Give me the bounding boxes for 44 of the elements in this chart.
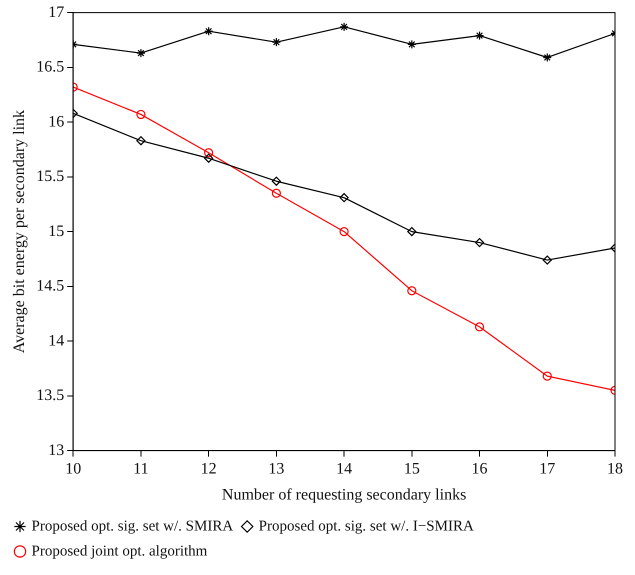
y-tick-label: 13	[48, 442, 64, 459]
point	[340, 193, 349, 202]
legend-label: Proposed opt. sig. set w/. I−SMIRA	[258, 518, 474, 534]
point	[407, 227, 416, 236]
point	[542, 255, 552, 265]
y-axis-title: Average bit energy per secondary link	[10, 110, 28, 354]
point	[204, 148, 214, 158]
y-tick-label: 16	[48, 113, 64, 130]
point	[272, 38, 281, 47]
x-tick-label: 14	[336, 460, 352, 478]
point	[136, 48, 146, 58]
x-tick-label: 17	[539, 460, 556, 478]
point	[407, 286, 416, 296]
point	[340, 22, 349, 32]
x-axis-title: Number of requesting secondary links	[222, 486, 466, 504]
y-tick-label: 17	[48, 4, 64, 21]
x-tick-label: 12	[200, 460, 217, 478]
x-tick-label: 18	[607, 460, 623, 478]
y-tick-label: 16.5	[36, 58, 64, 76]
legend-label: Proposed joint opt. algorithm	[32, 543, 208, 560]
y-tick-label: 14	[48, 332, 64, 350]
point	[542, 372, 552, 381]
x-tick-label: 16	[472, 460, 488, 478]
point	[204, 154, 214, 163]
x-tick-label: 11	[133, 460, 149, 478]
point	[474, 322, 484, 332]
x-tick-label: 15	[404, 460, 420, 478]
y-tick-label: 15	[48, 222, 64, 240]
point	[340, 227, 349, 236]
point	[136, 110, 146, 120]
x-tick-label: 13	[268, 460, 284, 478]
point	[204, 26, 214, 36]
y-tick-label: 15.5	[36, 168, 64, 186]
point	[542, 52, 552, 62]
y-tick-label: 14.5	[36, 278, 64, 295]
point	[136, 136, 146, 146]
x-tick-label: 10	[65, 460, 82, 478]
point	[272, 176, 281, 186]
point	[474, 238, 484, 248]
point	[407, 40, 416, 49]
point	[474, 30, 484, 40]
y-tick-label: 13.5	[36, 387, 64, 404]
legend-label: Proposed opt. sig. set w/. SMIRA	[32, 518, 234, 534]
point	[272, 188, 281, 198]
